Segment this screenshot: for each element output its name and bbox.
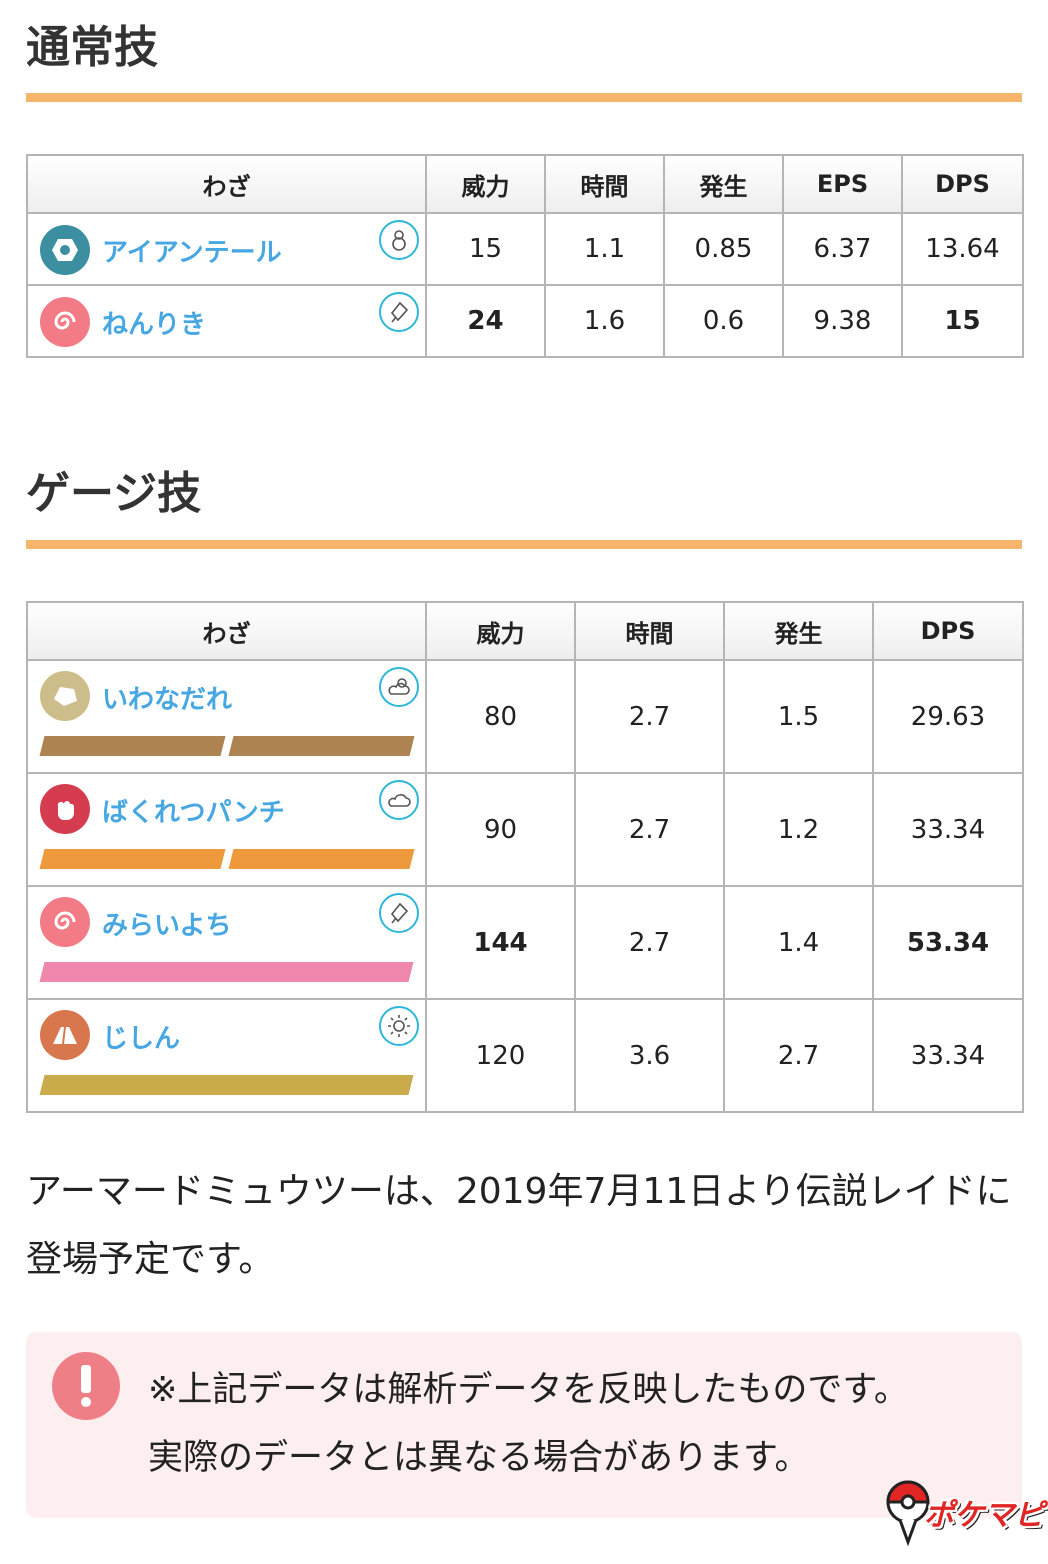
snow-icon xyxy=(379,220,419,260)
header-move: わざ xyxy=(26,154,427,214)
partly-cloudy-icon xyxy=(379,667,419,707)
table-row: ねんりき 24 1.6 0.6 9.38 15 xyxy=(26,284,1024,358)
energy-bar xyxy=(39,1075,414,1095)
dps-value: 29.63 xyxy=(872,659,1024,774)
windy-icon xyxy=(379,893,419,933)
dps-value: 13.64 xyxy=(901,212,1024,286)
move-link[interactable]: ねんりき xyxy=(102,310,207,340)
duration-value: 2.7 xyxy=(574,659,725,774)
duration-value: 1.1 xyxy=(544,212,665,286)
sunny-icon xyxy=(379,1006,419,1046)
pin-icon xyxy=(886,1480,930,1547)
move-cell: いわなだれ xyxy=(26,659,427,774)
notice-text: ※上記データは解析データを反映したものです。 実際のデータとは異なる場合がありま… xyxy=(148,1356,909,1492)
move-cell: アイアンテール xyxy=(26,212,427,286)
dps-value: 33.34 xyxy=(872,998,1024,1113)
table-header-row: わざ 威力 時間 発生 EPS DPS xyxy=(26,154,1024,214)
duration-value: 2.7 xyxy=(574,772,725,887)
header-eps: EPS xyxy=(782,154,903,214)
move-cell: じしん xyxy=(26,998,427,1113)
header-startup: 発生 xyxy=(723,601,874,661)
power-value: 80 xyxy=(425,659,576,774)
move-link[interactable]: ばくれつパンチ xyxy=(102,798,285,828)
power-value: 24 xyxy=(425,284,546,358)
description-text: アーマードミュウツーは、2019年7月11日より伝説レイドに登場予定です。 xyxy=(26,1171,1012,1280)
energy-bar xyxy=(39,962,414,982)
header-startup: 発生 xyxy=(663,154,784,214)
energy-bars xyxy=(39,1075,414,1095)
header-power: 威力 xyxy=(425,601,576,661)
dps-value: 53.34 xyxy=(872,885,1024,1000)
table-header-row: わざ 威力 時間 発生 DPS xyxy=(26,601,1024,661)
psychic-icon xyxy=(40,297,90,347)
energy-bar xyxy=(39,849,225,869)
header-duration: 時間 xyxy=(574,601,725,661)
ground-icon xyxy=(40,1010,90,1060)
duration-value: 2.7 xyxy=(574,885,725,1000)
table-row: いわなだれ 80 2.7 1.5 29.63 xyxy=(26,659,1024,774)
fighting-icon xyxy=(40,784,90,834)
energy-bar xyxy=(39,736,225,756)
header-duration: 時間 xyxy=(544,154,665,214)
charged-moves-title: ゲージ技 xyxy=(26,468,202,519)
table-row: ばくれつパンチ 90 2.7 1.2 33.34 xyxy=(26,772,1024,887)
windy-icon xyxy=(379,292,419,332)
move-link[interactable]: じしん xyxy=(102,1024,181,1054)
startup-value: 0.85 xyxy=(663,212,784,286)
header-move: わざ xyxy=(26,601,427,661)
startup-value: 1.4 xyxy=(723,885,874,1000)
startup-value: 2.7 xyxy=(723,998,874,1113)
table-row: みらいよち 144 2.7 1.4 53.34 xyxy=(26,885,1024,1000)
startup-value: 0.6 xyxy=(663,284,784,358)
move-cell: ねんりき xyxy=(26,284,427,358)
notice-line-2: 実際のデータとは異なる場合があります。 xyxy=(148,1438,810,1478)
dps-value: 15 xyxy=(901,284,1024,358)
dps-value: 33.34 xyxy=(872,772,1024,887)
notice-box: ※上記データは解析データを反映したものです。 実際のデータとは異なる場合がありま… xyxy=(26,1332,1022,1518)
fast-moves-title: 通常技 xyxy=(26,22,158,73)
move-link[interactable]: アイアンテール xyxy=(102,238,282,268)
header-dps: DPS xyxy=(872,601,1024,661)
header-dps: DPS xyxy=(901,154,1024,214)
fast-moves-table: わざ 威力 時間 発生 EPS DPS アイアンテール 15 1.1 0.85 … xyxy=(26,154,1024,358)
power-value: 15 xyxy=(425,212,546,286)
power-value: 144 xyxy=(425,885,576,1000)
table-row: じしん 120 3.6 2.7 33.34 xyxy=(26,998,1024,1113)
table-row: アイアンテール 15 1.1 0.85 6.37 13.64 xyxy=(26,212,1024,286)
move-cell: ばくれつパンチ xyxy=(26,772,427,887)
fast-moves-underline xyxy=(26,93,1022,102)
cloudy-icon xyxy=(379,780,419,820)
pokemapi-logo: ポケマピ xyxy=(878,1470,1044,1550)
move-link[interactable]: みらいよち xyxy=(102,911,232,941)
rock-icon xyxy=(40,671,90,721)
power-value: 90 xyxy=(425,772,576,887)
charged-moves-table: わざ 威力 時間 発生 DPS いわなだれ 80 xyxy=(26,601,1024,1113)
duration-value: 3.6 xyxy=(574,998,725,1113)
header-power: 威力 xyxy=(425,154,546,214)
notice-line-1: ※上記データは解析データを反映したものです。 xyxy=(148,1370,909,1410)
psychic-icon xyxy=(40,897,90,947)
steel-icon xyxy=(40,225,90,275)
energy-bars xyxy=(39,736,414,756)
startup-value: 1.2 xyxy=(723,772,874,887)
energy-bar xyxy=(228,736,414,756)
exclamation-icon xyxy=(52,1352,120,1420)
startup-value: 1.5 xyxy=(723,659,874,774)
energy-bars xyxy=(39,962,414,982)
duration-value: 1.6 xyxy=(544,284,665,358)
move-cell: みらいよち xyxy=(26,885,427,1000)
charged-moves-underline xyxy=(26,540,1022,549)
logo-text: ポケマピ xyxy=(924,1498,1044,1533)
eps-value: 9.38 xyxy=(782,284,903,358)
eps-value: 6.37 xyxy=(782,212,903,286)
power-value: 120 xyxy=(425,998,576,1113)
energy-bar xyxy=(228,849,414,869)
energy-bars xyxy=(39,849,414,869)
move-link[interactable]: いわなだれ xyxy=(102,685,233,715)
